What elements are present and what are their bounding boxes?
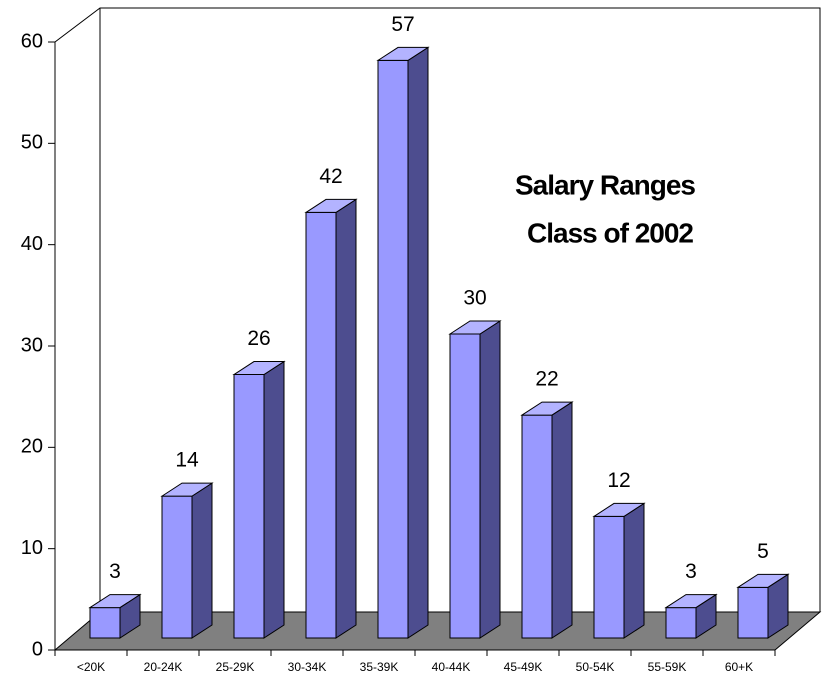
bar-face <box>88 594 142 609</box>
bar-face <box>521 414 553 639</box>
y-tick-label: 40 <box>21 233 43 255</box>
data-label: 42 <box>319 165 342 188</box>
bar-face <box>376 46 430 61</box>
bar-face <box>89 607 121 639</box>
bar <box>304 198 358 639</box>
data-label: 26 <box>247 327 270 350</box>
y-tick-label: 60 <box>21 30 43 52</box>
bar-face <box>520 401 574 416</box>
bar <box>88 593 142 639</box>
bar-face <box>161 495 193 639</box>
bar-face <box>736 573 790 588</box>
bar-face <box>664 594 718 609</box>
bar-face <box>305 211 337 639</box>
bar-face <box>233 374 265 639</box>
bar <box>232 360 286 639</box>
chart-title: Salary Ranges <box>515 169 695 200</box>
x-tick-label: 45-49K <box>504 660 543 674</box>
chart-title: Class of 2002 <box>527 217 693 248</box>
bar <box>592 502 646 639</box>
bar-face <box>407 46 429 639</box>
bar-face <box>479 320 501 639</box>
y-tick-label: 30 <box>21 334 43 356</box>
x-tick-label: 55-59K <box>648 660 687 674</box>
bar <box>736 573 790 639</box>
bar-face <box>335 198 357 639</box>
y-tick-label: 10 <box>21 537 43 559</box>
bar <box>448 320 502 639</box>
bar <box>376 46 430 639</box>
bar-face <box>232 361 286 376</box>
bar-face <box>592 502 646 517</box>
bar <box>664 593 718 639</box>
bar-face <box>448 320 502 335</box>
bar-face <box>551 401 573 639</box>
data-label: 30 <box>463 287 486 310</box>
bar-face <box>665 607 697 639</box>
y-tick-label: 20 <box>21 436 43 458</box>
data-label: 57 <box>391 13 414 36</box>
x-tick-label: 50-54K <box>576 660 615 674</box>
x-tick-label: 30-34K <box>288 660 327 674</box>
data-label: 3 <box>685 560 697 583</box>
x-tick-label: 40-44K <box>432 660 471 674</box>
bar-face <box>737 586 769 639</box>
bar-face <box>191 482 213 639</box>
bar-face <box>160 482 214 497</box>
data-label: 22 <box>535 368 558 391</box>
bar-face <box>304 198 358 213</box>
x-tick-label: 25-29K <box>216 660 255 674</box>
y-tick-label: 0 <box>32 638 43 660</box>
y-tick-label: 50 <box>21 132 43 154</box>
bar-face <box>263 360 285 639</box>
bar-face <box>623 502 645 639</box>
data-label: 14 <box>175 449 199 472</box>
bar-face <box>449 333 481 639</box>
x-tick-label: <20K <box>77 660 105 674</box>
bar-face <box>593 515 625 639</box>
x-tick-label: 60+K <box>725 660 753 674</box>
bar <box>160 482 214 639</box>
x-tick-label: 20-24K <box>144 660 183 674</box>
data-label: 12 <box>607 469 630 492</box>
bar <box>520 401 574 639</box>
x-tick-label: 35-39K <box>360 660 399 674</box>
bar-face <box>377 59 409 639</box>
data-label: 3 <box>109 560 121 583</box>
data-label: 5 <box>757 540 769 563</box>
